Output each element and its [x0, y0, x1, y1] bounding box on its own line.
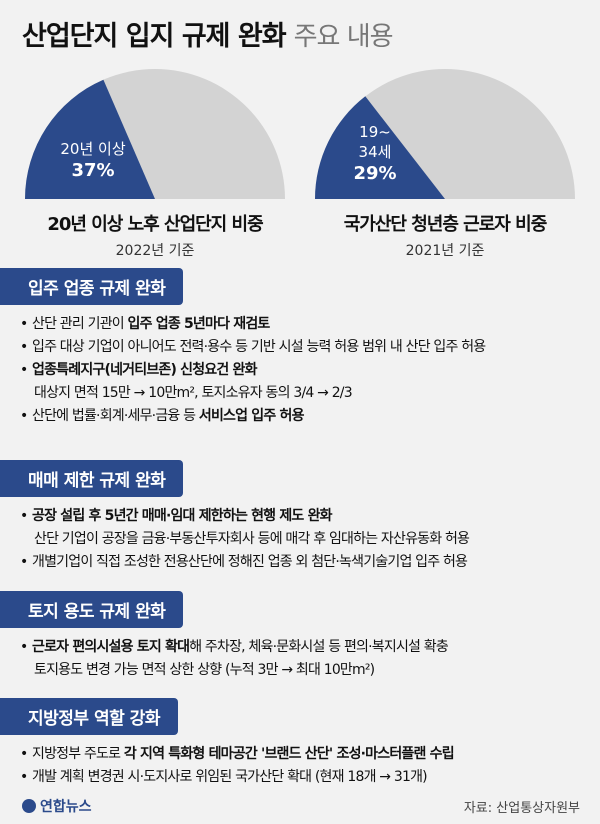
- stats-area: 20년 이상 37% 20년 이상 노후 산업단지 비중 2022년 기준 19…: [0, 64, 600, 274]
- item-text: 해 주차장, 체육·문화시설 등 편의·복지시설 확충: [189, 639, 449, 655]
- item-text: 개별기업이 직접 조성한 전용산단에 정해진 업종 외 첨단·녹색기술기업 입주…: [32, 554, 468, 570]
- list-item: 지방정부 주도로 각 지역 특화형 테마공간 '브랜드 산단' 조성·마스터플랜…: [20, 743, 600, 766]
- source-credit: 자료: 산업통상자원부: [463, 801, 580, 816]
- section-list: 지방정부 주도로 각 지역 특화형 테마공간 '브랜드 산단' 조성·마스터플랜…: [0, 743, 600, 789]
- pie-label-text: 20년 이상: [60, 140, 126, 158]
- section-header: 입주 업종 규제 완화: [0, 268, 184, 305]
- logo-icon: [22, 799, 36, 813]
- item-text: 산단 관리 기관이: [32, 316, 128, 332]
- pie-label-text-2: 34세: [358, 143, 392, 161]
- item-text: 지방정부 주도로: [32, 746, 124, 762]
- item-highlight: 입주 업종 5년마다 재검토: [127, 316, 271, 332]
- pie-value: 37%: [71, 160, 115, 181]
- semi-pie-slice: [315, 96, 445, 199]
- item-highlight: 서비스업 입주 허용: [198, 408, 305, 424]
- section-header: 지방정부 역할 강화: [0, 698, 178, 735]
- list-item: 개별기업이 직접 조성한 전용산단에 정해진 업종 외 첨단·녹색기술기업 입주…: [20, 551, 600, 574]
- section-list: 산단 관리 기관이 입주 업종 5년마다 재검토 입주 대상 기업이 아니어도 …: [0, 313, 600, 428]
- semi-pie-chart-aging: [25, 69, 285, 199]
- title-sub: 주요 내용: [293, 22, 394, 52]
- infographic-title: 산업단지 입지 규제 완화 주요 내용: [22, 14, 394, 53]
- pie-value: 29%: [353, 163, 397, 184]
- semi-pie-slice: [25, 79, 155, 199]
- list-item: 산단에 법률·회계·세무·금융 등 서비스업 입주 허용: [20, 405, 600, 428]
- stat-title: 국가산단 청년층 근로자 비중: [343, 214, 548, 235]
- item-text: 입주 대상 기업이 아니어도 전력·용수 등 기반 시설 능력 허용 범위 내 …: [32, 339, 486, 355]
- item-text: 개발 계획 변경권 시·도지사로 위임된 국가산단 확대 (현재 18개 → 3…: [32, 769, 428, 785]
- list-item: 산단 관리 기관이 입주 업종 5년마다 재검토: [20, 313, 600, 336]
- item-detail: 토지용도 변경 가능 면적 상한 상향 (누적 3만 → 최대 10만m²): [34, 662, 375, 678]
- stat-title: 20년 이상 노후 산업단지 비중: [47, 214, 263, 235]
- stat-year: 2022년 기준: [115, 243, 195, 259]
- stat-year: 2021년 기준: [405, 243, 485, 259]
- item-highlight: 근로자 편의시설용 토지 확대: [32, 639, 190, 655]
- section-local-gov: 지방정부 역할 강화 지방정부 주도로 각 지역 특화형 테마공간 '브랜드 산…: [0, 698, 600, 789]
- list-item: 근로자 편의시설용 토지 확대해 주차장, 체육·문화시설 등 편의·복지시설 …: [20, 636, 600, 682]
- item-highlight: 각 지역 특화형 테마공간 '브랜드 산단' 조성·마스터플랜 수립: [123, 746, 455, 762]
- section-trade: 매매 제한 규제 완화 공장 설립 후 5년간 매매·임대 제한하는 현행 제도…: [0, 460, 600, 574]
- section-header: 토지 용도 규제 완화: [0, 591, 184, 628]
- item-highlight: 업종특례지구(네거티브존) 신청요건 완화: [32, 362, 258, 378]
- pie-label-text-1: 19~: [359, 123, 391, 141]
- pie-label-aging: 20년 이상 37%: [48, 139, 138, 183]
- item-text: 산단에 법률·회계·세무·금융 등: [32, 408, 199, 424]
- section-list: 근로자 편의시설용 토지 확대해 주차장, 체육·문화시설 등 편의·복지시설 …: [0, 636, 600, 682]
- list-item: 개발 계획 변경권 시·도지사로 위임된 국가산단 확대 (현재 18개 → 3…: [20, 766, 600, 789]
- list-item: 입주 대상 기업이 아니어도 전력·용수 등 기반 시설 능력 허용 범위 내 …: [20, 336, 600, 359]
- stat-aging-complex: 20년 이상 37% 20년 이상 노후 산업단지 비중 2022년 기준: [20, 64, 290, 260]
- section-header: 매매 제한 규제 완화: [0, 460, 184, 497]
- yonhap-logo: 연합뉴스: [22, 796, 92, 816]
- item-detail: 산단 기업이 공장을 금융·부동산투자회사 등에 매각 후 임대하는 자산유동화…: [34, 531, 470, 547]
- section-land-use: 토지 용도 규제 완화 근로자 편의시설용 토지 확대해 주차장, 체육·문화시…: [0, 591, 600, 682]
- logo-text: 연합뉴스: [40, 799, 92, 815]
- item-highlight: 공장 설립 후 5년간 매매·임대 제한하는 현행 제도 완화: [32, 508, 333, 524]
- title-main: 산업단지 입지 규제 완화: [22, 21, 287, 52]
- item-detail: 대상지 면적 15만 → 10만m², 토지소유자 동의 3/4 → 2/3: [34, 385, 353, 401]
- stat-young-workers: 19~ 34세 29% 국가산단 청년층 근로자 비중 2021년 기준: [310, 64, 580, 260]
- section-industry: 입주 업종 규제 완화 산단 관리 기관이 입주 업종 5년마다 재검토 입주 …: [0, 268, 600, 428]
- semi-pie-chart-young: [315, 69, 575, 199]
- pie-label-young: 19~ 34세 29%: [340, 122, 410, 186]
